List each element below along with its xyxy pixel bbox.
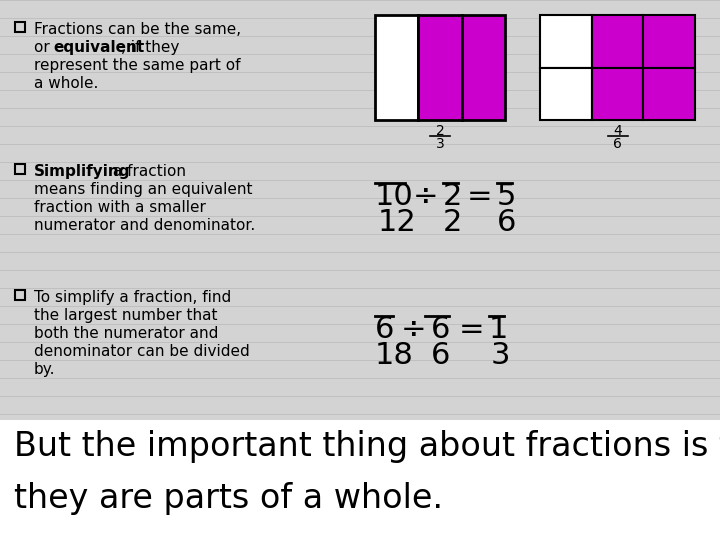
Text: 6: 6 — [375, 315, 395, 344]
Text: 6: 6 — [431, 315, 451, 344]
Bar — [375, 15, 418, 120]
Bar — [15, 22, 25, 32]
Text: 6: 6 — [431, 341, 451, 370]
Bar — [592, 15, 644, 68]
Text: 3: 3 — [491, 341, 510, 370]
Bar — [644, 15, 695, 68]
Text: 18: 18 — [375, 341, 414, 370]
Text: 1: 1 — [489, 315, 508, 344]
Text: numerator and denominator.: numerator and denominator. — [34, 218, 256, 233]
Bar — [15, 164, 25, 174]
Text: 2: 2 — [443, 182, 462, 211]
Text: or: or — [34, 40, 55, 55]
Text: fraction with a smaller: fraction with a smaller — [34, 200, 206, 215]
Text: , if they: , if they — [121, 40, 179, 55]
Text: means finding an equivalent: means finding an equivalent — [34, 182, 253, 197]
Text: =: = — [467, 182, 492, 211]
Text: 3: 3 — [436, 137, 444, 151]
Bar — [15, 290, 25, 300]
Bar — [0, 420, 720, 540]
Text: by.: by. — [34, 362, 55, 377]
Text: 5: 5 — [497, 182, 516, 211]
Text: 6: 6 — [497, 208, 516, 237]
Bar — [644, 68, 695, 120]
Text: both the numerator and: both the numerator and — [34, 326, 218, 341]
Text: To simplify a fraction, find: To simplify a fraction, find — [34, 290, 231, 305]
Text: they are parts of a whole.: they are parts of a whole. — [14, 482, 443, 515]
Text: ÷: ÷ — [401, 315, 427, 344]
Text: the largest number that: the largest number that — [34, 308, 217, 323]
Text: a fraction: a fraction — [108, 164, 186, 179]
Bar — [592, 68, 644, 120]
Text: 6: 6 — [613, 137, 622, 151]
Bar — [540, 15, 592, 68]
Text: a whole.: a whole. — [34, 76, 99, 91]
Bar — [418, 15, 505, 120]
Text: Fractions can be the same,: Fractions can be the same, — [34, 22, 241, 37]
Text: ÷: ÷ — [413, 182, 438, 211]
Bar — [540, 68, 592, 120]
Text: represent the same part of: represent the same part of — [34, 58, 240, 73]
Text: 10: 10 — [375, 182, 414, 211]
Text: 2: 2 — [436, 124, 444, 138]
Text: Simplifying: Simplifying — [34, 164, 130, 179]
Text: But the important thing about fractions is that: But the important thing about fractions … — [14, 430, 720, 463]
Text: =: = — [459, 315, 485, 344]
Text: denominator can be divided: denominator can be divided — [34, 344, 250, 359]
Text: 12: 12 — [378, 208, 417, 237]
Text: 4: 4 — [613, 124, 622, 138]
Text: equivalent: equivalent — [53, 40, 144, 55]
Text: 2: 2 — [443, 208, 462, 237]
